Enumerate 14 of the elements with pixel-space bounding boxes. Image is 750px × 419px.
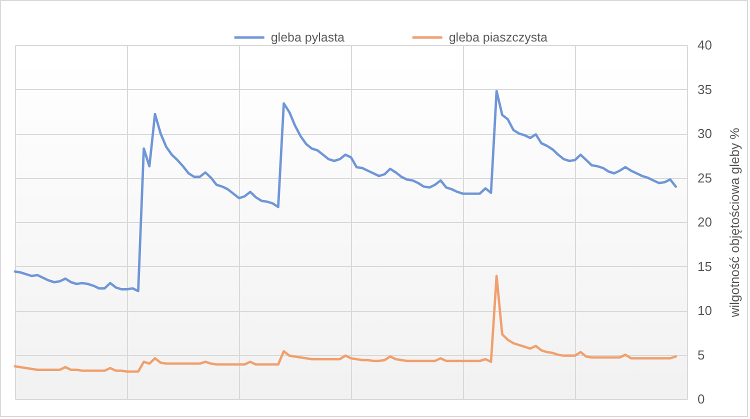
y-tick-label: 25: [698, 170, 712, 186]
legend-label: gleba piaszczysta: [448, 30, 548, 44]
y-axis-title: wilgotność objętościowa gleby %: [726, 127, 742, 318]
legend-label: gleba pylasta: [270, 30, 345, 44]
y-tick-label: 20: [698, 214, 712, 230]
line-series: [14, 90, 677, 292]
y-tick-label: 15: [698, 258, 712, 274]
y-tick-label: 30: [698, 126, 712, 141]
y-tick-label: 0: [698, 392, 705, 406]
line-series: [14, 274, 677, 373]
y-tick-label: 40: [698, 38, 712, 52]
y-tick-label: 5: [698, 347, 705, 362]
y-tick-label: 10: [698, 303, 712, 318]
y-tick-label: 35: [698, 82, 712, 97]
